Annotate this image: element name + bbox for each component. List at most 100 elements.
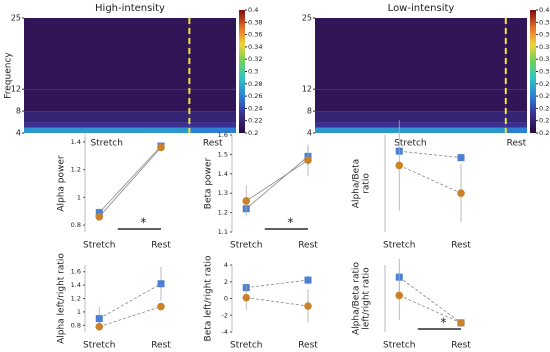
colorbar-tick-label: 0.36 xyxy=(539,31,550,39)
annotation: * xyxy=(140,216,146,230)
x-tick-label: Stretch xyxy=(394,139,426,149)
x-tick-label: Rest xyxy=(507,139,527,149)
heatmap-cell xyxy=(505,127,527,133)
colorbar-tick-label: 0.2 xyxy=(539,129,549,137)
heatmap-cell xyxy=(24,18,190,90)
y-axis-label: Alpha/Beta xyxy=(352,159,362,208)
y-tick-label: -2 xyxy=(222,311,228,319)
x-tick-label: Rest xyxy=(298,241,318,251)
point xyxy=(242,293,251,302)
y-tick-label: 1.6 xyxy=(71,268,81,276)
heatmap-cell xyxy=(315,122,506,128)
series-line xyxy=(246,159,309,202)
heatmap-cell xyxy=(189,18,236,90)
heatmap-cell xyxy=(505,89,527,112)
y-tick-label: 1.4 xyxy=(218,170,228,178)
x-tick-label: Rest xyxy=(298,341,318,351)
colorbar-tick-label: 0.32 xyxy=(248,55,262,63)
series-line xyxy=(399,276,462,324)
colorbar-tick-label: 0.26 xyxy=(539,92,550,100)
colorbar-tick-label: 0.2 xyxy=(248,129,258,137)
series-line xyxy=(399,165,462,194)
y-tick-label: 1.3 xyxy=(218,189,228,197)
series-line xyxy=(99,283,162,319)
series-line xyxy=(98,145,162,213)
y-tick-label: 0.8 xyxy=(71,321,81,329)
colorbar-tick-label: 0.28 xyxy=(539,80,550,88)
point xyxy=(95,212,104,221)
y-tick-label: 1.4 xyxy=(71,281,81,289)
y-tick-label: 8 xyxy=(16,107,21,116)
x-tick-label: Stretch xyxy=(230,341,262,351)
y-axis-label: Frequency xyxy=(4,52,14,99)
point xyxy=(157,143,165,152)
point xyxy=(242,197,251,205)
y-axis-label: Beta left/right ratio xyxy=(204,255,214,341)
x-tick-label: Rest xyxy=(151,241,171,251)
y-tick-label: -4 xyxy=(222,328,228,336)
point xyxy=(157,302,165,311)
series-line xyxy=(246,297,309,307)
point xyxy=(457,154,465,162)
colorbar-tick-label: 0.4 xyxy=(248,6,258,14)
y-tick-label: 1.1 xyxy=(218,228,228,236)
heatmap-cell xyxy=(315,18,506,90)
y-tick-label: 0 xyxy=(224,295,228,303)
x-tick-label: Stretch xyxy=(83,341,115,351)
heatmap-cell xyxy=(505,18,527,90)
y-axis-label: Alpha left/right ratio xyxy=(57,253,67,344)
y-tick-label: 2 xyxy=(224,278,228,286)
series-line xyxy=(246,279,309,289)
colorbar-tick-label: 0.28 xyxy=(248,80,262,88)
y-tick-label: 1.6 xyxy=(218,131,228,139)
colorbar-tick-label: 0.22 xyxy=(539,117,550,125)
y-tick-label: 1 xyxy=(77,308,81,316)
x-tick-label: Stretch xyxy=(90,139,122,149)
y-axis-label: Beta power xyxy=(204,157,214,209)
heatmap-cell xyxy=(24,111,190,123)
point xyxy=(457,189,465,197)
colorbar-tick-label: 0.36 xyxy=(248,31,262,39)
colorbar-tick-label: 0.34 xyxy=(539,43,550,51)
point xyxy=(95,315,103,323)
heatmap-cell xyxy=(315,127,506,133)
point xyxy=(95,322,104,331)
point xyxy=(304,276,312,284)
y-tick-label: 1.2 xyxy=(71,295,81,303)
x-tick-label: Stretch xyxy=(383,241,415,251)
title: Low-intensity xyxy=(388,3,455,14)
colorbar-tick-label: 0.38 xyxy=(248,18,262,26)
series-line xyxy=(399,295,462,324)
colorbar-tick-label: 0.26 xyxy=(248,92,262,100)
series-line xyxy=(98,147,162,218)
colorbar-tick-label: 0.4 xyxy=(539,6,549,14)
x-tick-label: Rest xyxy=(451,241,471,251)
annotation: * xyxy=(440,316,446,330)
y-tick-label: 25 xyxy=(302,14,312,23)
y-tick-label: 12 xyxy=(302,85,312,94)
heatmap-cell xyxy=(189,122,236,128)
x-tick-label: Rest xyxy=(203,139,223,149)
y-tick-label: 1.4 xyxy=(71,138,81,146)
heatmap-cell xyxy=(315,111,506,123)
heatmap-cell xyxy=(189,89,236,112)
point xyxy=(304,156,312,165)
y-axis-label: Alpha power xyxy=(57,155,67,212)
y-axis-label: ratio xyxy=(362,173,372,194)
y-tick-label: 12 xyxy=(11,85,21,94)
heatmap-cell xyxy=(24,127,190,133)
y-axis-label: Alpha/Beta ratio xyxy=(352,262,362,335)
y-tick-label: 1.2 xyxy=(71,166,81,174)
heatmap-cell xyxy=(505,122,527,128)
colorbar-tick-label: 0.32 xyxy=(539,55,550,63)
series-line xyxy=(245,156,309,210)
y-tick-label: 4 xyxy=(224,261,228,269)
series-line xyxy=(399,150,462,159)
colorbar-tick-label: 0.3 xyxy=(248,68,258,76)
heatmap-cell xyxy=(505,111,527,123)
point xyxy=(157,280,165,288)
y-tick-label: 4 xyxy=(307,129,312,138)
heatmap-cell xyxy=(24,122,190,128)
title: High-intensity xyxy=(95,3,165,14)
x-tick-label: Rest xyxy=(451,341,471,351)
